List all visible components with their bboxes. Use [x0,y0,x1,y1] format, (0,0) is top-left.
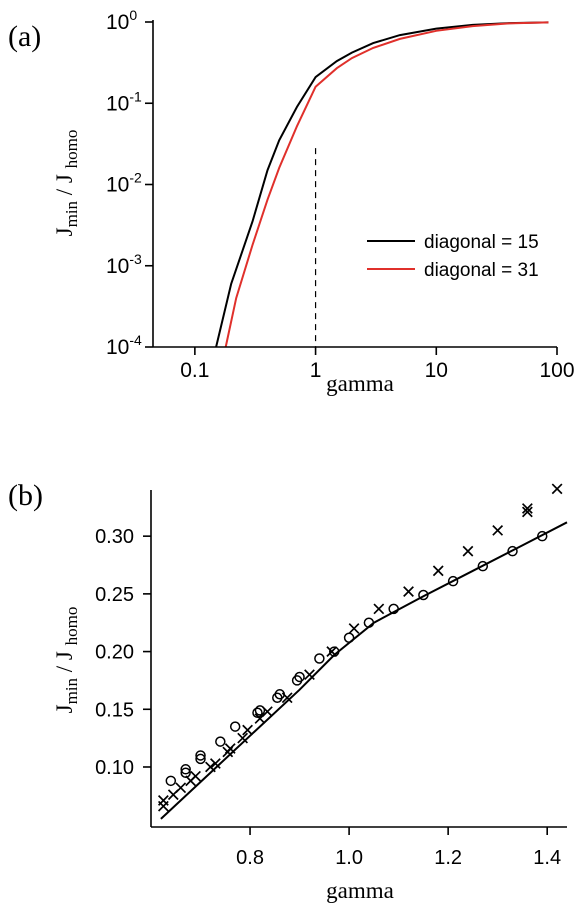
cross-marker [242,724,253,736]
cross-marker [224,743,236,754]
circle-marker [418,589,429,601]
x-tick-label: 100 [539,359,574,382]
y-tick-label: 10-1 [106,88,142,115]
cross-marker [326,646,338,657]
y-tick-label: 0.10 [95,757,134,779]
circle-marker [314,653,325,664]
circle-marker [294,671,305,683]
circle-marker [343,632,355,643]
circle-marker [388,603,399,615]
circle-marker [180,764,191,775]
x-tick-label: 10 [425,359,448,382]
circle-marker [254,705,266,716]
panel-b-y-axis-title: Jmin / J homo [52,607,81,714]
x-tick-label: 1.0 [335,847,363,869]
cross-marker [205,761,216,773]
cross-marker [237,732,249,744]
series-line-diagonal-31 [224,21,549,348]
panel-b-label: (b) [8,479,43,512]
circle-marker [477,560,489,572]
circle-marker [447,575,459,587]
panel-a-x-axis-title: gamma [326,371,394,396]
cross-marker [521,506,533,518]
panel-a-y-axis-title: Jmin / J homo [52,130,81,237]
cross-marker [492,524,504,536]
y-tick-label: 0.30 [95,526,134,548]
circle-marker [328,646,340,657]
panel-b-fit-line [160,521,568,820]
legend-label-diagonal-15: diagonal = 15 [424,232,539,253]
cross-marker [462,545,474,557]
y-tick-label: 10-2 [106,170,142,197]
circle-marker [252,707,263,718]
panel-a-label: (a) [8,20,41,53]
x-tick-label: 1.4 [533,847,561,869]
panel-a: (a) 0.1 1 10 100 100 10-1 10-2 10-3 10-4 diagona… [8,7,575,396]
y-tick-label: 10-4 [106,332,142,359]
panel-b-x-axis-title: gamma [326,878,394,903]
circle-marker [507,545,518,557]
x-tick-label: 1 [310,359,322,382]
cross-marker [157,795,169,806]
legend-label-diagonal-31: diagonal = 31 [424,260,539,281]
y-tick-label: 10-3 [106,251,142,278]
x-tick-label: 0.8 [236,847,264,869]
panel-a-series [215,21,549,348]
x-tick-label: 0.1 [180,359,209,382]
circle-marker [363,617,375,628]
cross-marker [551,483,563,495]
x-tick-label: 1.2 [434,847,462,869]
cross-marker [403,586,414,597]
series-line-diagonal-15 [215,21,549,348]
cross-marker [348,623,360,634]
cross-marker [281,692,293,704]
circle-marker [165,775,177,787]
cross-marker [432,565,444,577]
circle-marker [195,753,206,765]
cross-marker [373,603,385,615]
circle-marker [229,721,241,732]
panel-a-ticks: 0.1 1 10 100 100 10-1 10-2 10-3 10-4 [106,7,575,382]
circle-marker [180,767,191,779]
panel-b: (b) 0.8 1.0 1.2 1.4 0.10 0.15 0.20 0.25 0.30 gam… [8,479,568,903]
y-tick-label: 0.20 [95,642,134,664]
fit-line [160,521,568,820]
y-tick-label: 0.25 [95,584,134,606]
circle-marker [215,736,226,747]
cross-marker [521,503,533,514]
y-tick-label: 100 [106,7,137,34]
panel-b-ticks: 0.8 1.0 1.2 1.4 0.10 0.15 0.20 0.25 0.30 [95,526,561,869]
panel-b-points [157,483,563,812]
cross-marker [190,770,201,782]
circle-marker [195,750,206,761]
panel-a-legend: diagonal = 15 diagonal = 31 [367,232,539,281]
circle-marker [536,530,548,542]
y-tick-label: 0.15 [95,699,134,721]
cross-marker [175,782,187,794]
cross-marker [261,706,273,717]
cross-marker [209,758,221,769]
cross-marker [304,669,315,681]
